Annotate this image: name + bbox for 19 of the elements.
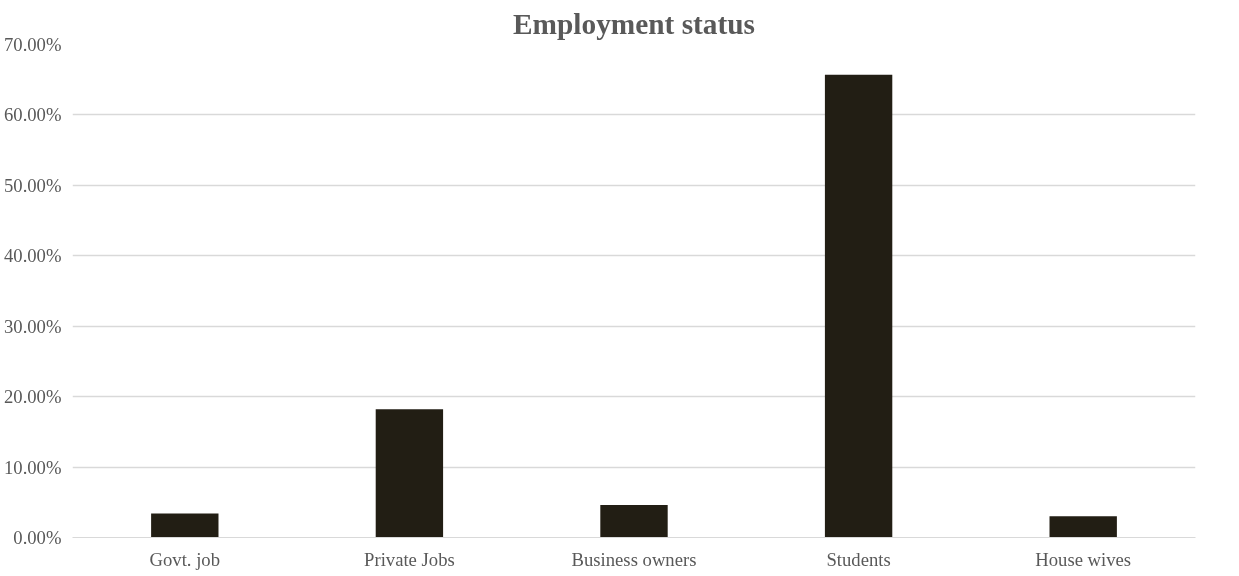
x-tick-label: Govt. job [149, 548, 221, 570]
y-tick-label: 70.00% [3, 34, 62, 55]
chart-title: Employment status [513, 7, 755, 40]
y-tick-label: 50.00% [3, 174, 62, 196]
bar [1049, 516, 1117, 538]
y-tick-label: 40.00% [3, 245, 62, 267]
bar [375, 409, 444, 538]
y-tick-label: 0.00% [13, 527, 62, 548]
x-tick-label: House wives [1035, 548, 1132, 570]
y-tick-label: 10.00% [3, 456, 62, 478]
bar [151, 513, 219, 538]
y-tick-label: 30.00% [3, 315, 62, 337]
x-tick-label: Private Jobs [364, 548, 455, 570]
x-tick-label: Students [826, 548, 891, 570]
y-tick-label: 20.00% [3, 386, 62, 408]
y-tick-label: 60.00% [3, 104, 62, 126]
x-tick-label: Business owners [571, 548, 697, 570]
bar [600, 505, 668, 538]
bar [824, 74, 893, 538]
